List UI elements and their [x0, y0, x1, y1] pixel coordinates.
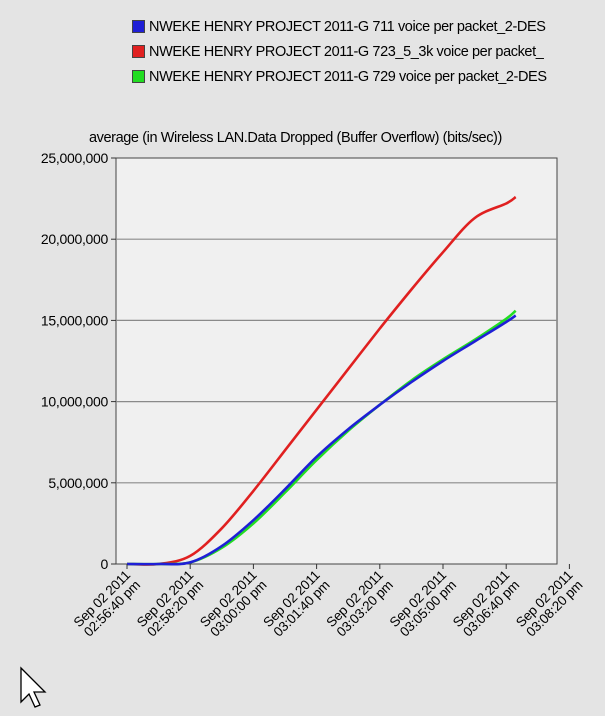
- legend-item-g723: NWEKE HENRY PROJECT 2011-G 723_5_3k voic…: [132, 39, 605, 64]
- y-tick-label: 20,000,000: [41, 231, 109, 247]
- y-tick-label: 0: [101, 556, 109, 572]
- y-tick-label: 10,000,000: [41, 394, 109, 410]
- legend-swatch-g711: [132, 20, 145, 33]
- grid-lines: [116, 238, 557, 484]
- legend-swatch-g723: [132, 45, 145, 58]
- mouse-cursor-icon: [20, 666, 47, 708]
- legend-label-g711: NWEKE HENRY PROJECT 2011-G 711 voice per…: [149, 18, 546, 35]
- y-tick-label: 5,000,000: [48, 475, 108, 491]
- y-tick-label: 15,000,000: [41, 312, 109, 328]
- series-line-1: [126, 195, 517, 566]
- y-tick-label: 25,000,000: [41, 150, 109, 166]
- legend-item-g711: NWEKE HENRY PROJECT 2011-G 711 voice per…: [132, 14, 605, 39]
- chart-title: average (in Wireless LAN.Data Dropped (B…: [89, 130, 502, 146]
- y-axis: 0 5,000,000 10,000,000 15,000,000 20,000,000…: [41, 150, 116, 572]
- legend-swatch-g729: [132, 70, 145, 83]
- series-line-0: [126, 314, 517, 566]
- legend-item-g729: NWEKE HENRY PROJECT 2011-G 729 voice per…: [132, 64, 605, 89]
- legend-label-g723: NWEKE HENRY PROJECT 2011-G 723_5_3k voic…: [149, 43, 544, 60]
- chart-legend: NWEKE HENRY PROJECT 2011-G 711 voice per…: [132, 14, 605, 89]
- plot-area: [115, 157, 558, 565]
- data-series: [126, 195, 517, 566]
- legend-label-g729: NWEKE HENRY PROJECT 2011-G 729 voice per…: [149, 68, 547, 85]
